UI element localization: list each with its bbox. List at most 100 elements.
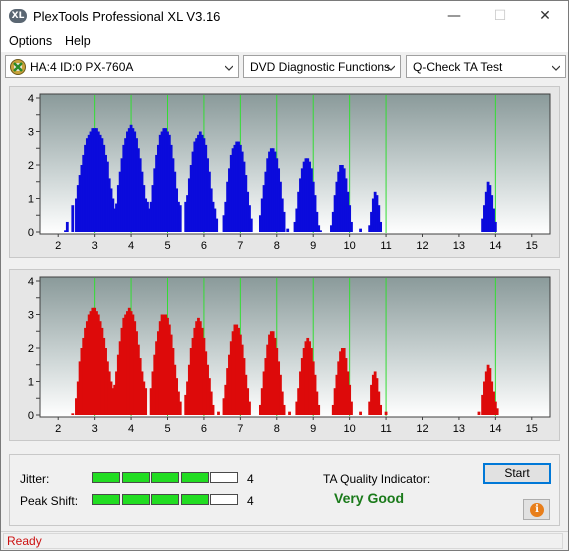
jitter-x-tick-label: 15 [526,240,538,252]
window-title: PlexTools Professional XL V3.16 [33,9,220,24]
peakshift-x-tick-label: 2 [55,423,61,435]
peakshift-x-tick-label: 7 [237,423,243,435]
test-select-value: Q-Check TA Test [413,60,502,74]
jitter-bar [319,230,322,232]
status-pane [3,533,563,549]
drive-select-value: HA:4 ID:0 PX-760A [30,60,133,74]
peakshift-y-tick-label: 1 [28,377,34,389]
peakshift-x-tick-label: 13 [453,423,465,435]
jitter-x-tick-label: 7 [237,240,243,252]
jitter-x-tick-label: 9 [310,240,316,252]
peakshift-bar [496,408,499,415]
peakshift-bar [283,405,286,415]
info-icon: i [530,503,544,517]
jitter-bar [379,222,382,232]
jitter-chart: 0123423456789101112131415 [10,87,561,259]
peak-shift-value: 4 [247,494,254,508]
status-bar: Ready [1,531,568,550]
jitter-y-tick-label: 0 [28,227,34,239]
peakshift-x-tick-label: 14 [489,423,501,435]
meter-segment [181,494,209,505]
jitter-bar [286,229,289,232]
start-button[interactable]: Start [483,463,551,484]
meter-segment [151,472,179,483]
jitter-bar [350,222,353,232]
peakshift-bar [317,405,320,415]
ta-quality-label: TA Quality Indicator: [323,472,430,486]
title-bar[interactable]: XL PlexTools Professional XL V3.16 — ☐ ✕ [1,1,568,32]
peakshift-x-tick-label: 9 [310,423,316,435]
jitter-bar [215,219,218,232]
chevron-down-icon [225,64,233,72]
jitter-y-tick-label: 1 [28,194,34,206]
jitter-bar [494,222,497,232]
jitter-bar [66,222,69,232]
jitter-x-tick-label: 12 [416,240,428,252]
disc-drive-icon [10,59,26,75]
function-select-value: DVD Diagnostic Functions [250,60,390,74]
peakshift-y-tick-label: 3 [28,310,34,322]
chevron-down-icon [387,64,395,72]
results-panel: Jitter: 4 Peak Shift: 4 TA Quality Indic… [9,454,560,526]
peakshift-x-tick-label: 11 [380,423,391,435]
minimize-button[interactable]: — [431,1,477,32]
peakshift-bar [359,412,362,415]
meter-segment [210,472,238,483]
peakshift-y-tick-label: 4 [28,276,34,288]
jitter-y-tick-label: 4 [28,93,34,105]
chevron-down-icon [552,64,560,72]
menu-options[interactable]: Options [9,34,52,48]
test-select[interactable]: Q-Check TA Test [406,55,566,78]
jitter-label: Jitter: [20,472,49,486]
peakshift-y-tick-label: 0 [28,410,34,422]
menu-help[interactable]: Help [65,34,91,48]
ta-quality-value: Very Good [334,490,404,506]
jitter-y-tick-label: 2 [28,160,34,172]
peakshift-bar [71,413,74,415]
peakshift-bar [478,412,481,415]
peakshift-x-tick-label: 3 [92,423,98,435]
menu-bar: Options Help [1,32,568,52]
close-button[interactable]: ✕ [522,1,568,32]
jitter-x-tick-label: 4 [128,240,134,252]
peakshift-bar [288,412,291,415]
jitter-bar [359,229,362,232]
jitter-x-tick-label: 14 [489,240,501,252]
jitter-value: 4 [247,472,254,486]
meter-segment [92,494,120,505]
status-text: Ready [7,534,42,548]
peak-shift-label: Peak Shift: [20,494,78,508]
maximize-button[interactable]: ☐ [477,1,523,32]
jitter-y-tick-label: 3 [28,127,34,139]
jitter-x-tick-label: 5 [164,240,170,252]
peakshift-x-tick-label: 12 [416,423,428,435]
peakshift-x-tick-label: 8 [274,423,280,435]
peakshift-x-tick-label: 5 [164,423,170,435]
jitter-bar [283,212,286,232]
jitter-bar [71,205,74,232]
meter-segment [151,494,179,505]
jitter-x-tick-label: 11 [380,240,391,252]
jitter-x-tick-label: 10 [344,240,356,252]
peakshift-chart-panel: 0123423456789101112131415 [9,269,560,441]
drive-select[interactable]: HA:4 ID:0 PX-760A [5,55,239,78]
function-select[interactable]: DVD Diagnostic Functions [243,55,401,78]
peakshift-bar [217,412,220,415]
jitter-x-tick-label: 6 [201,240,207,252]
peakshift-bar [350,402,353,415]
peakshift-x-tick-label: 4 [128,423,134,435]
info-button[interactable]: i [523,499,550,520]
jitter-x-tick-label: 13 [453,240,465,252]
peakshift-bar [212,405,215,415]
peakshift-bar [379,405,382,415]
app-logo-icon: XL [9,9,27,23]
peakshift-bar [248,402,251,415]
peakshift-bar [385,412,388,415]
jitter-bar [179,205,182,232]
jitter-chart-panel: 0123423456789101112131415 [9,86,560,258]
toolbar: HA:4 ID:0 PX-760A DVD Diagnostic Functio… [1,53,568,79]
jitter-x-tick-label: 2 [55,240,61,252]
jitter-x-tick-label: 3 [92,240,98,252]
peakshift-chart: 0123423456789101112131415 [10,270,561,442]
